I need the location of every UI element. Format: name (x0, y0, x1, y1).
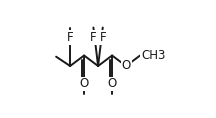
Text: F: F (90, 31, 97, 44)
Text: O: O (121, 59, 131, 72)
Text: F: F (67, 31, 73, 44)
Text: CH3: CH3 (141, 49, 166, 62)
Text: O: O (107, 78, 117, 91)
Text: F: F (99, 31, 106, 44)
Text: O: O (79, 78, 89, 91)
